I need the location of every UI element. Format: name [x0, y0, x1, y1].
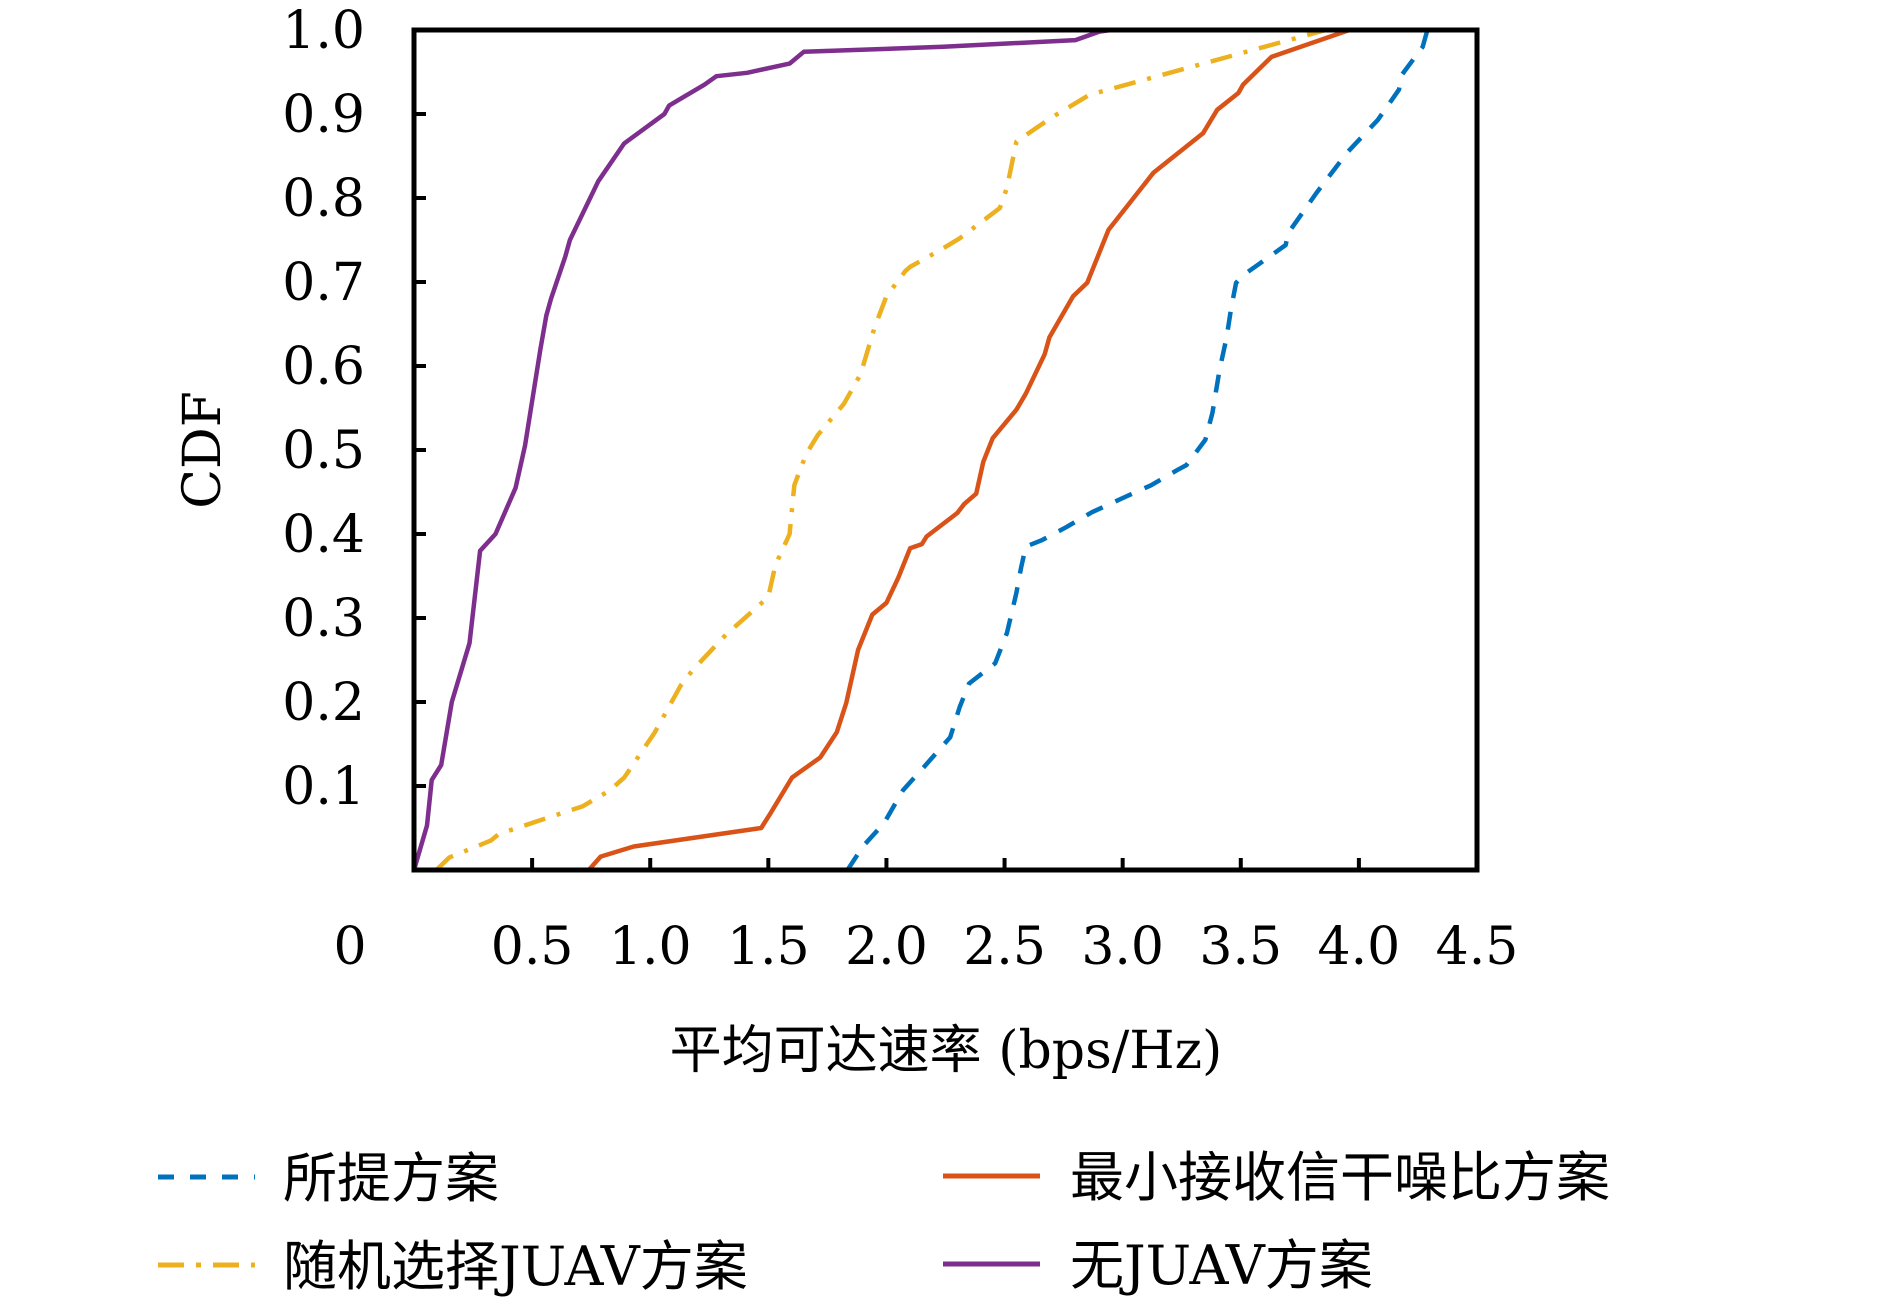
legend-item: 无JUAV方案 — [943, 1234, 1373, 1297]
x-tick-label: 2.0 — [845, 917, 928, 977]
legend-label: 所提方案 — [283, 1147, 499, 1210]
legend-label: 无JUAV方案 — [1070, 1234, 1373, 1297]
x-tick-label: 1.0 — [609, 917, 692, 977]
x-tick-label: 3.5 — [1199, 917, 1282, 977]
series-line-2 — [434, 27, 1327, 872]
x-tick-label: 0.5 — [491, 917, 574, 977]
legend-item: 所提方案 — [158, 1147, 499, 1210]
y-tick-label: 0.4 — [282, 505, 365, 565]
series-line-0 — [845, 29, 1430, 872]
x-axis-title: 平均可达速率 (bps/Hz) — [670, 1021, 1223, 1081]
y-tick-label: 0.6 — [282, 337, 365, 397]
x-origin-label: 0 — [333, 917, 366, 977]
y-tick-label: 0.2 — [282, 673, 365, 733]
legend-label: 随机选择JUAV方案 — [283, 1235, 748, 1298]
y-tick-label: 0.7 — [282, 253, 365, 313]
y-tick-label: 0.3 — [282, 589, 365, 649]
x-tick-label: 4.5 — [1436, 917, 1519, 977]
x-tick-label: 1.5 — [727, 917, 810, 977]
x-tick-label: 3.0 — [1081, 917, 1164, 977]
y-tick-label: 1.0 — [282, 1, 365, 61]
y-tick-label: 0.8 — [282, 169, 365, 229]
y-axis-title: CDF — [173, 391, 233, 509]
y-tick-label: 0.1 — [282, 757, 365, 817]
x-tick-label: 4.0 — [1318, 917, 1401, 977]
legend-item: 随机选择JUAV方案 — [158, 1235, 748, 1298]
y-tick-label: 0.5 — [282, 421, 365, 481]
ticks-layer — [414, 112, 1361, 870]
series-line-3 — [411, 27, 1112, 871]
y-tick-label: 0.9 — [282, 85, 365, 145]
series-line-1 — [587, 27, 1351, 872]
tick-labels: 0.5 1.0 1.5 2.0 2.5 3.0 3.5 4.0 4.5 0 0.1 0.2 0.3 0.4… — [282, 1, 1518, 977]
series-layer — [411, 27, 1430, 872]
legend-label: 最小接收信干噪比方案 — [1070, 1146, 1610, 1209]
x-tick-label: 2.5 — [963, 917, 1046, 977]
legend-item: 最小接收信干噪比方案 — [943, 1146, 1610, 1209]
